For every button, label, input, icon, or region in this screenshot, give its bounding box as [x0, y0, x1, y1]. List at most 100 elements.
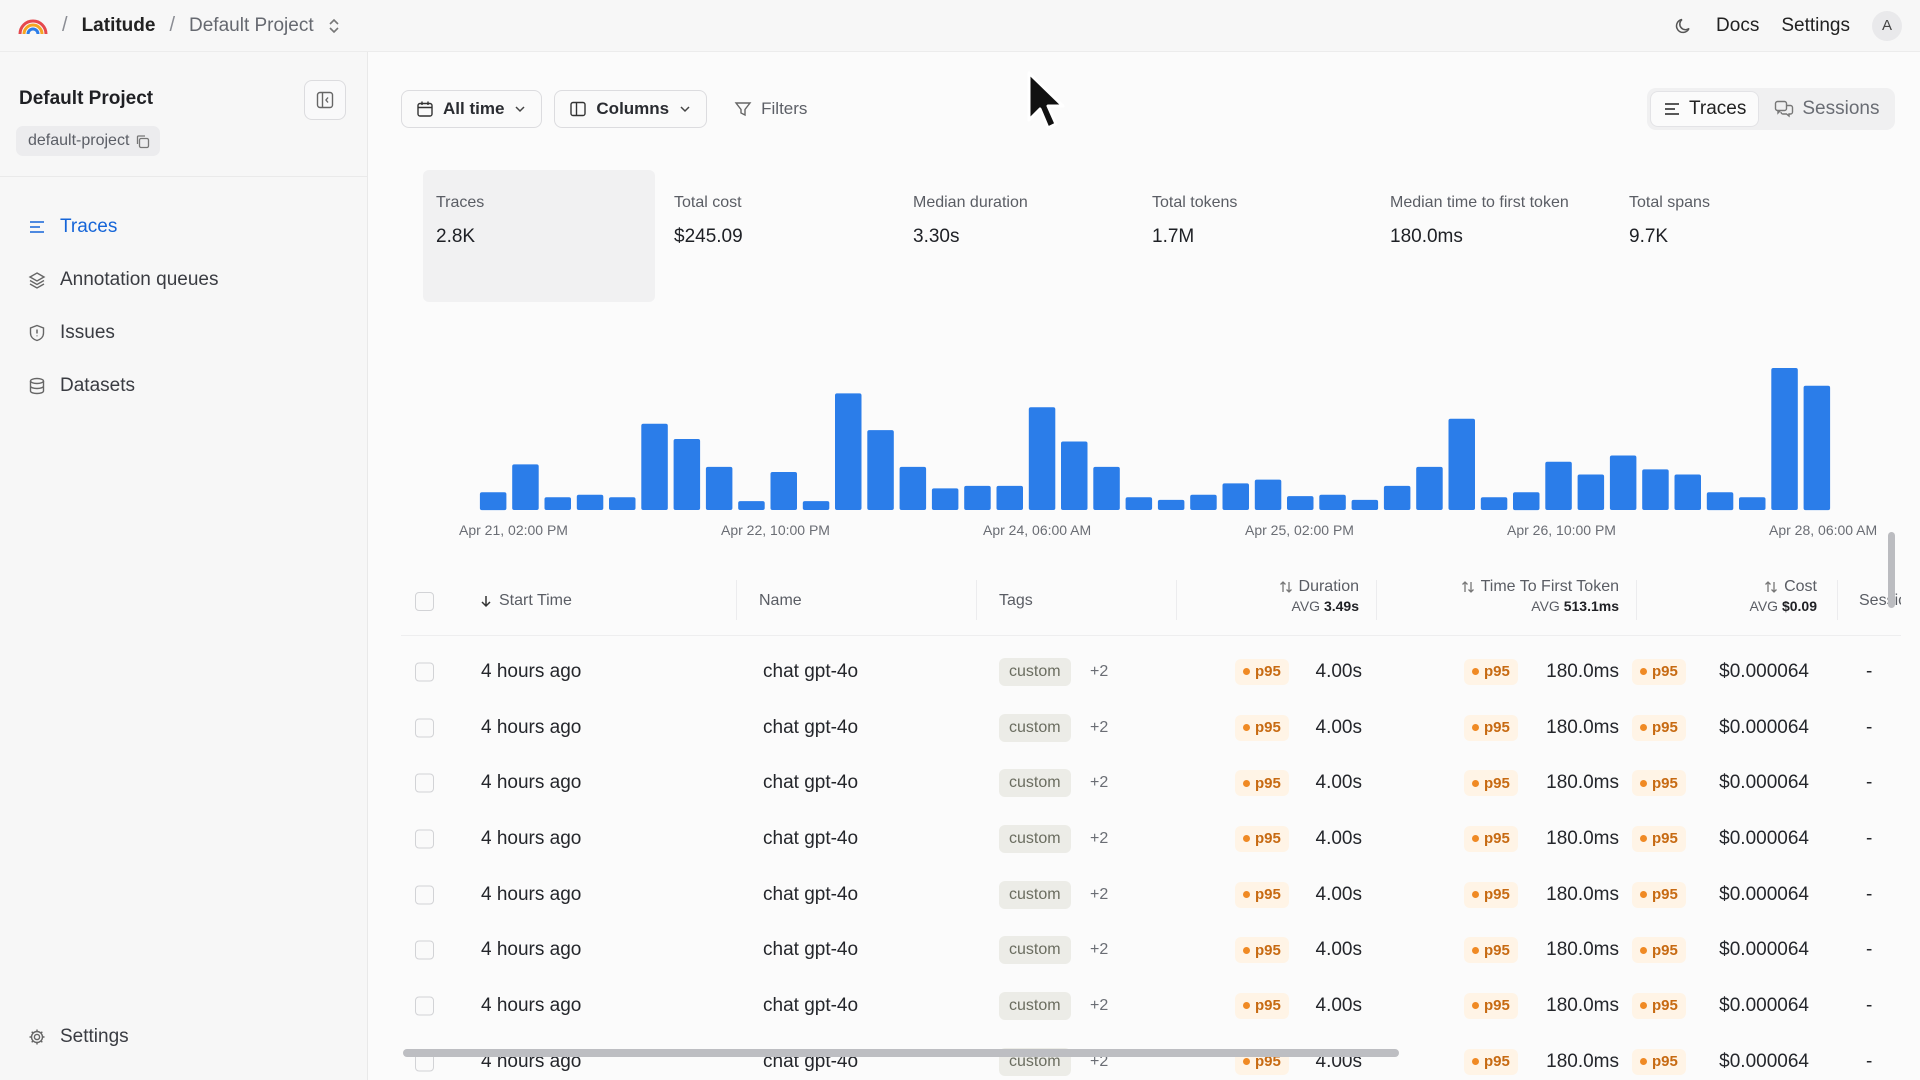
- chart-bar[interactable]: [931, 488, 959, 510]
- chart-bar[interactable]: [1028, 407, 1056, 510]
- row-name[interactable]: chat gpt-4o: [763, 772, 859, 794]
- column-ttft[interactable]: Time To First Token AVG 513.1ms: [1401, 578, 1619, 614]
- row-tag[interactable]: custom: [999, 713, 1071, 742]
- row-tag-more[interactable]: +2: [1090, 662, 1109, 680]
- chart-bar[interactable]: [673, 439, 701, 510]
- column-cost[interactable]: Cost AVG $0.09: [1681, 578, 1817, 614]
- row-tag-more[interactable]: +2: [1090, 718, 1109, 736]
- moon-icon[interactable]: [1674, 16, 1694, 36]
- table-row[interactable]: 4 hours ago chat gpt-4o custom +2 p95 4.…: [401, 811, 1901, 867]
- chart-bar[interactable]: [770, 472, 798, 510]
- settings-link[interactable]: Settings: [1781, 14, 1850, 36]
- avatar[interactable]: A: [1872, 10, 1902, 41]
- row-tag-more[interactable]: +2: [1090, 885, 1109, 903]
- sidebar-item-traces[interactable]: Traces: [28, 200, 218, 253]
- column-tags[interactable]: Tags: [999, 592, 1033, 609]
- row-name[interactable]: chat gpt-4o: [763, 994, 859, 1016]
- chart-bar[interactable]: [1416, 466, 1443, 510]
- row-tag[interactable]: custom: [999, 657, 1071, 686]
- row-name[interactable]: chat gpt-4o: [763, 883, 859, 905]
- stat-traces[interactable]: Traces 2.8K: [423, 170, 655, 302]
- horizontal-scrollbar[interactable]: [403, 1049, 1399, 1057]
- sidebar-item-annotation-queues[interactable]: Annotation queues: [28, 253, 218, 306]
- sidebar-item-settings[interactable]: Settings: [28, 1026, 129, 1048]
- chart-bar[interactable]: [1157, 499, 1185, 510]
- stat-median-duration[interactable]: Median duration 3.30s: [900, 170, 1132, 302]
- row-tag-more[interactable]: +2: [1090, 996, 1109, 1014]
- row-name[interactable]: chat gpt-4o: [763, 716, 859, 738]
- chart-bar[interactable]: [705, 466, 733, 510]
- row-tag[interactable]: custom: [999, 936, 1071, 965]
- row-checkbox[interactable]: [415, 662, 434, 682]
- chart-bar[interactable]: [544, 497, 572, 510]
- row-tag[interactable]: custom: [999, 880, 1071, 909]
- chart-bar[interactable]: [1545, 461, 1572, 510]
- chart-bar[interactable]: [899, 466, 927, 510]
- row-name[interactable]: chat gpt-4o: [763, 660, 859, 682]
- chart-bar[interactable]: [479, 492, 507, 511]
- table-row[interactable]: 4 hours ago chat gpt-4o custom +2 p95 4.…: [401, 922, 1901, 978]
- chart-bar[interactable]: [1577, 474, 1605, 511]
- sidebar-item-datasets[interactable]: Datasets: [28, 359, 218, 412]
- table-row[interactable]: 4 hours ago chat gpt-4o custom +2 p95 4.…: [401, 700, 1901, 756]
- chart-bar[interactable]: [1674, 474, 1702, 511]
- row-tag-more[interactable]: +2: [1090, 774, 1109, 792]
- collapse-sidebar-button[interactable]: [304, 80, 346, 120]
- row-checkbox[interactable]: [415, 829, 434, 849]
- row-checkbox[interactable]: [415, 996, 434, 1016]
- tab-traces[interactable]: Traces: [1651, 92, 1759, 126]
- table-row[interactable]: 4 hours ago chat gpt-4o custom +2 p95 4.…: [401, 755, 1901, 811]
- stat-total-spans[interactable]: Total spans 9.7K: [1616, 170, 1848, 302]
- chart-bar[interactable]: [576, 494, 604, 510]
- table-row[interactable]: 4 hours ago chat gpt-4o custom +2 p95 4.…: [401, 644, 1901, 700]
- row-checkbox[interactable]: [415, 718, 434, 738]
- chart-bar[interactable]: [964, 485, 991, 510]
- chart-bar[interactable]: [1448, 418, 1476, 510]
- vertical-scrollbar[interactable]: [1888, 532, 1895, 608]
- time-range-dropdown[interactable]: All time: [401, 90, 543, 128]
- chart-bar[interactable]: [1125, 497, 1153, 510]
- chart-bar[interactable]: [1254, 479, 1282, 510]
- filters-button[interactable]: Filters: [719, 90, 822, 128]
- chart-bar[interactable]: [867, 430, 894, 510]
- chart-bar[interactable]: [1061, 441, 1088, 511]
- chart-bar[interactable]: [1383, 485, 1411, 510]
- chart-bar[interactable]: [835, 393, 862, 510]
- chart-bar[interactable]: [1093, 466, 1120, 510]
- chevron-up-down-icon[interactable]: [328, 17, 340, 35]
- chart-bar[interactable]: [1513, 492, 1540, 511]
- docs-link[interactable]: Docs: [1716, 14, 1760, 36]
- sidebar-item-issues[interactable]: Issues: [28, 306, 218, 359]
- chart-bar[interactable]: [1190, 494, 1217, 510]
- select-all-checkbox[interactable]: [415, 592, 434, 611]
- column-name[interactable]: Name: [759, 592, 802, 609]
- chart-bar[interactable]: [641, 423, 668, 510]
- chart-bar[interactable]: [1319, 494, 1346, 510]
- table-row[interactable]: 4 hours ago chat gpt-4o custom +2 p95 4.…: [401, 978, 1901, 1034]
- copy-icon[interactable]: [135, 134, 150, 149]
- stat-median-ttft[interactable]: Median time to first token 180.0ms: [1377, 170, 1609, 302]
- chart-bar[interactable]: [1351, 499, 1379, 510]
- project-slug[interactable]: default-project: [16, 126, 161, 156]
- tab-sessions[interactable]: Sessions: [1762, 92, 1891, 126]
- table-row[interactable]: 4 hours ago chat gpt-4o custom +2 p95 4.…: [401, 867, 1901, 923]
- row-tag[interactable]: custom: [999, 824, 1071, 853]
- chart-bar[interactable]: [802, 501, 830, 510]
- chart-bar[interactable]: [1222, 483, 1250, 510]
- chart-bar[interactable]: [1706, 492, 1734, 511]
- row-checkbox[interactable]: [415, 940, 434, 960]
- chart-bar[interactable]: [996, 485, 1024, 510]
- row-checkbox[interactable]: [415, 773, 434, 793]
- chart-bar[interactable]: [1803, 385, 1831, 511]
- row-name[interactable]: chat gpt-4o: [763, 939, 859, 961]
- chart-bar[interactable]: [609, 497, 636, 510]
- chart-bar[interactable]: [512, 464, 539, 510]
- chart-bar[interactable]: [1642, 469, 1669, 510]
- breadcrumb-project[interactable]: Default Project: [189, 14, 314, 36]
- latitude-logo-icon[interactable]: [18, 16, 48, 36]
- chart-bar[interactable]: [738, 501, 765, 510]
- breadcrumb-org[interactable]: Latitude: [81, 14, 156, 36]
- chart-bar[interactable]: [1287, 496, 1314, 510]
- stat-total-tokens[interactable]: Total tokens 1.7M: [1139, 170, 1371, 302]
- stat-total-cost[interactable]: Total cost $245.09: [661, 170, 893, 302]
